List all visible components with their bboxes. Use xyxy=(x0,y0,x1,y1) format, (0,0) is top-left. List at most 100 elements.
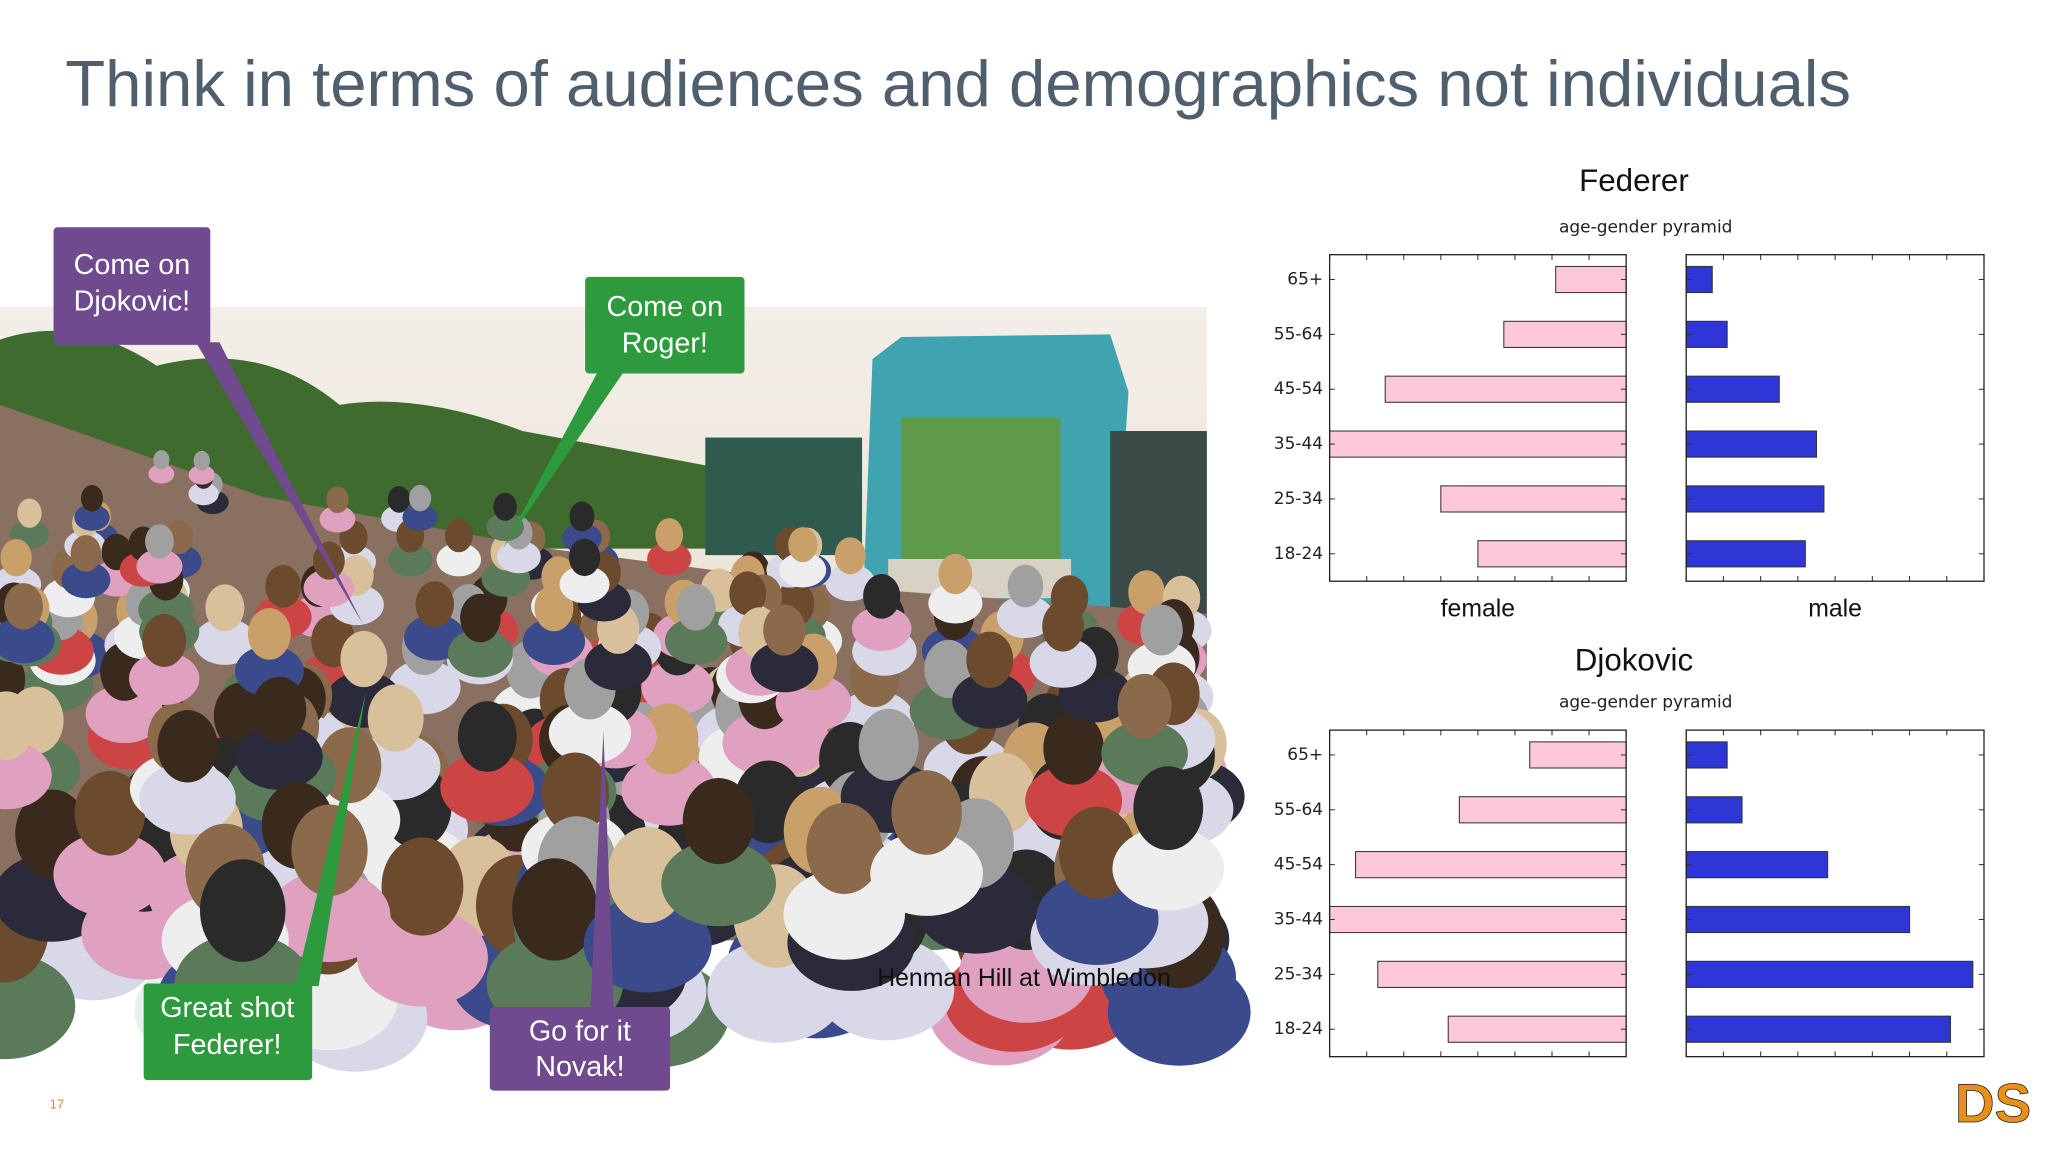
bar xyxy=(1685,1015,1952,1043)
photo-head xyxy=(1007,564,1044,608)
bar xyxy=(1685,375,1780,403)
photo-person xyxy=(136,549,183,584)
photo-person xyxy=(61,561,111,599)
bar xyxy=(1329,430,1627,458)
callout-text: Come on xyxy=(607,291,724,323)
photo-person xyxy=(928,582,983,624)
photo-head xyxy=(326,486,349,514)
y-tick-label: 45-54 xyxy=(1274,855,1323,875)
plot-frame xyxy=(1328,254,1627,582)
y-tick-label: 45-54 xyxy=(1274,379,1323,399)
bar xyxy=(1685,540,1806,568)
photo-person xyxy=(1107,958,1251,1066)
bar xyxy=(1555,265,1627,294)
photo-head xyxy=(381,837,464,936)
photo-person xyxy=(188,465,215,485)
callout-text: Great shot xyxy=(160,992,294,1024)
photo-person xyxy=(436,542,482,577)
photo-head xyxy=(966,631,1014,689)
photo-head xyxy=(444,518,473,553)
photo-person xyxy=(641,660,714,715)
photo-person xyxy=(548,702,631,764)
photo-head xyxy=(367,684,424,752)
y-tick-label: 65+ xyxy=(1287,270,1323,290)
photo-person xyxy=(319,505,356,533)
bar xyxy=(1384,375,1627,403)
photo-head xyxy=(142,614,187,667)
bar xyxy=(1329,905,1627,934)
photo-person xyxy=(447,628,513,678)
photo-head xyxy=(265,564,301,608)
photo-head xyxy=(569,501,595,532)
y-tick-label: 35-44 xyxy=(1274,910,1323,930)
photo-person xyxy=(139,762,236,835)
photo-head xyxy=(409,484,432,512)
photo-head xyxy=(4,583,43,630)
photo-head xyxy=(806,802,883,894)
photo-person xyxy=(193,618,257,665)
photo-head xyxy=(788,527,818,563)
photo-head xyxy=(340,630,388,688)
y-tick-label: 55-64 xyxy=(1274,324,1323,344)
y-tick-label: 55-64 xyxy=(1274,800,1323,820)
plot-frame xyxy=(1685,254,1985,582)
bar xyxy=(1355,851,1627,879)
photo-head xyxy=(729,571,767,616)
bar xyxy=(1477,540,1627,568)
photo-person xyxy=(0,616,55,664)
photo-head xyxy=(682,778,755,865)
photo-heads xyxy=(0,450,1251,1072)
photo-person xyxy=(584,639,652,691)
photo-screen-base xyxy=(888,559,1072,599)
photo-person xyxy=(148,464,175,484)
bar xyxy=(1685,741,1728,769)
photo-head xyxy=(251,676,307,743)
photo-screen xyxy=(901,417,1061,560)
bar xyxy=(1458,796,1627,824)
callout-pointer xyxy=(590,731,614,1010)
bar xyxy=(1685,796,1743,824)
photo-person xyxy=(779,552,827,588)
chart-subtitle: age-gender pyramid xyxy=(1559,217,1732,237)
photo-head xyxy=(1140,604,1183,656)
chart-title: Federer xyxy=(1579,163,1689,198)
bar xyxy=(1447,1015,1627,1043)
photo-person xyxy=(522,618,586,666)
photo-person xyxy=(53,832,167,917)
photo-person xyxy=(303,569,355,608)
axis-label: female xyxy=(1441,596,1515,623)
callout-text: Come on xyxy=(74,249,191,281)
bar xyxy=(1685,430,1818,458)
callout-box xyxy=(143,983,313,1081)
photo-head xyxy=(1117,673,1172,739)
photo-head xyxy=(568,538,601,577)
photo-head xyxy=(1042,601,1084,652)
photo-head xyxy=(541,752,609,834)
photo-person xyxy=(851,606,912,651)
photo-head xyxy=(676,584,716,631)
photo-head xyxy=(938,553,973,595)
photo-head xyxy=(0,691,35,760)
bar xyxy=(1685,851,1829,879)
photo-person xyxy=(387,543,433,577)
photo-person xyxy=(128,652,200,705)
photo-person xyxy=(496,540,541,574)
bar xyxy=(1440,485,1627,513)
y-tick-label: 65+ xyxy=(1287,745,1323,765)
plot-frame xyxy=(1328,729,1627,1058)
photo-person xyxy=(440,752,535,823)
photo-head xyxy=(80,485,104,512)
photo-head xyxy=(70,535,102,572)
photo-head xyxy=(534,584,574,632)
charts: Federer age-gender pyramid 65+ 55-64 45-54 35… xyxy=(1274,163,1985,1058)
bar xyxy=(1503,320,1627,348)
photo-head xyxy=(891,770,962,855)
y-tick-label: 35-44 xyxy=(1274,434,1323,454)
photo-person xyxy=(647,542,692,576)
y-tick-label: 18-24 xyxy=(1274,1019,1323,1039)
chart-title: Djokovic xyxy=(1575,642,1693,677)
photo-head xyxy=(1128,570,1165,615)
bar xyxy=(1529,741,1627,769)
photo-person xyxy=(559,565,610,604)
